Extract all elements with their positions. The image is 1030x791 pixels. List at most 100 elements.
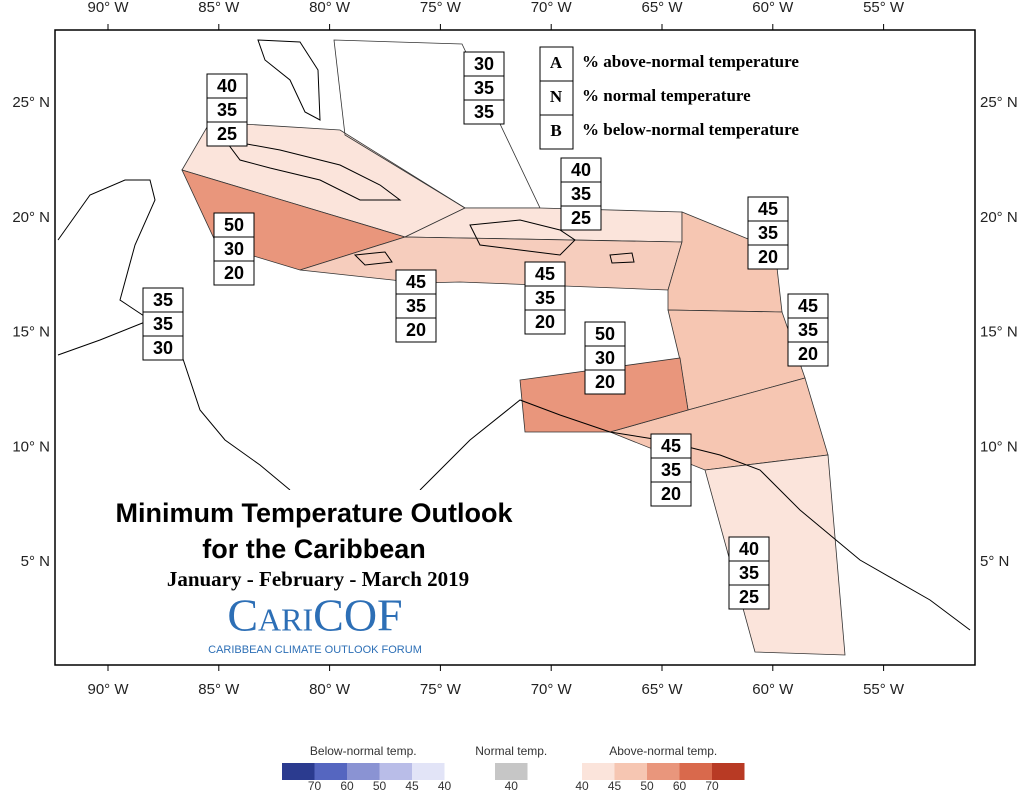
- prob-value: 45: [661, 436, 681, 456]
- prob-cell: [560, 181, 602, 207]
- legend-swatch: [314, 763, 347, 780]
- key-cell: [539, 80, 574, 116]
- lon-label: 90° W: [87, 0, 129, 16]
- prob-value: 35: [217, 100, 237, 120]
- lon-label: 80° W: [309, 0, 351, 16]
- prob-cell: [463, 99, 505, 125]
- prob-value: 45: [406, 272, 426, 292]
- title: Minimum Temperature Outlook: [115, 498, 513, 528]
- prob-value: 45: [758, 199, 778, 219]
- island: [353, 251, 393, 266]
- lon-label: 55° W: [863, 681, 905, 698]
- lon-label: 80° W: [309, 681, 351, 698]
- prob-cell: [206, 97, 248, 123]
- island: [223, 139, 402, 201]
- legend-swatch: [614, 763, 647, 780]
- lat-label: 15° N: [980, 324, 1018, 341]
- legend-tick: 60: [673, 779, 687, 791]
- legend-title: Below-normal temp.: [310, 744, 417, 758]
- prob-cell: [524, 261, 566, 287]
- lat-label: 25° N: [980, 94, 1018, 111]
- legend-title: Normal temp.: [475, 744, 547, 758]
- prob-value: 20: [758, 247, 778, 267]
- prob-cell: [463, 51, 505, 77]
- prob-value: 35: [535, 288, 555, 308]
- prob-cell: [142, 287, 184, 313]
- prob-cell: [206, 121, 248, 147]
- prob-value: 35: [153, 290, 173, 310]
- prob-cell: [213, 212, 255, 238]
- subtitle: for the Caribbean: [202, 534, 426, 564]
- prob-value: 45: [798, 296, 818, 316]
- legend-swatch: [347, 763, 380, 780]
- prob-cell: [206, 73, 248, 99]
- prob-value: 40: [571, 160, 591, 180]
- legend-tick: 45: [608, 779, 622, 791]
- lon-label: 75° W: [420, 0, 462, 16]
- lat-label: 20° N: [980, 209, 1018, 226]
- legend-tick: 60: [340, 779, 354, 791]
- legend-tick: 40: [505, 779, 519, 791]
- period: January - February - March 2019: [167, 567, 469, 591]
- prob-value: 35: [153, 314, 173, 334]
- lat-label: 20° N: [12, 209, 50, 226]
- prob-value: 25: [217, 124, 237, 144]
- lat-label: 5° N: [980, 553, 1009, 570]
- key-letter: B: [550, 121, 561, 140]
- prob-cell: [584, 369, 626, 395]
- prob-cell: [560, 205, 602, 231]
- legend-swatch: [282, 763, 315, 780]
- coastline: [257, 39, 321, 121]
- lon-label: 85° W: [198, 0, 240, 16]
- lon-label: 60° W: [752, 681, 794, 698]
- legend-tick: 70: [705, 779, 719, 791]
- prob-value: 50: [224, 215, 244, 235]
- lat-label: 10° N: [12, 438, 50, 455]
- prob-value: 25: [571, 208, 591, 228]
- legend-swatch: [582, 763, 615, 780]
- prob-cell: [728, 584, 770, 610]
- key-letter: A: [550, 53, 563, 72]
- prob-value: 30: [224, 239, 244, 259]
- prob-value: 35: [798, 320, 818, 340]
- prob-cell: [395, 317, 437, 343]
- prob-cell: [213, 236, 255, 262]
- prob-cell: [524, 285, 566, 311]
- legend-swatch: [379, 763, 412, 780]
- prob-value: 20: [406, 320, 426, 340]
- prob-value: 25: [739, 587, 759, 607]
- key-letter: N: [550, 87, 563, 106]
- lon-label: 65° W: [641, 681, 683, 698]
- legend-swatch: [647, 763, 680, 780]
- prob-value: 30: [595, 348, 615, 368]
- prob-value: 35: [758, 223, 778, 243]
- lon-label: 85° W: [198, 681, 240, 698]
- lat-label: 5° N: [21, 553, 50, 570]
- lon-label: 75° W: [420, 681, 462, 698]
- title-panel: [58, 490, 538, 662]
- prob-value: 45: [535, 264, 555, 284]
- prob-value: 35: [474, 78, 494, 98]
- prob-value: 35: [661, 460, 681, 480]
- lon-label: 60° W: [752, 0, 794, 16]
- prob-value: 35: [406, 296, 426, 316]
- prob-value: 40: [217, 76, 237, 96]
- legend-swatch: [412, 763, 445, 780]
- logo-tagline: CARIBBEAN CLIMATE OUTLOOK FORUM: [208, 644, 422, 656]
- prob-value: 20: [661, 484, 681, 504]
- legend-swatch: [679, 763, 712, 780]
- prob-value: 35: [571, 184, 591, 204]
- key-cell: [539, 46, 574, 82]
- prob-value: 30: [153, 338, 173, 358]
- zone: [519, 357, 689, 433]
- island: [609, 252, 635, 264]
- legend-tick: 50: [640, 779, 654, 791]
- logo: CariCOF: [227, 590, 402, 641]
- legend-tick: 70: [308, 779, 322, 791]
- legend-title: Above-normal temp.: [609, 744, 717, 758]
- prob-cell: [560, 157, 602, 183]
- prob-cell: [747, 220, 789, 246]
- island: [469, 219, 576, 256]
- prob-value: 20: [224, 263, 244, 283]
